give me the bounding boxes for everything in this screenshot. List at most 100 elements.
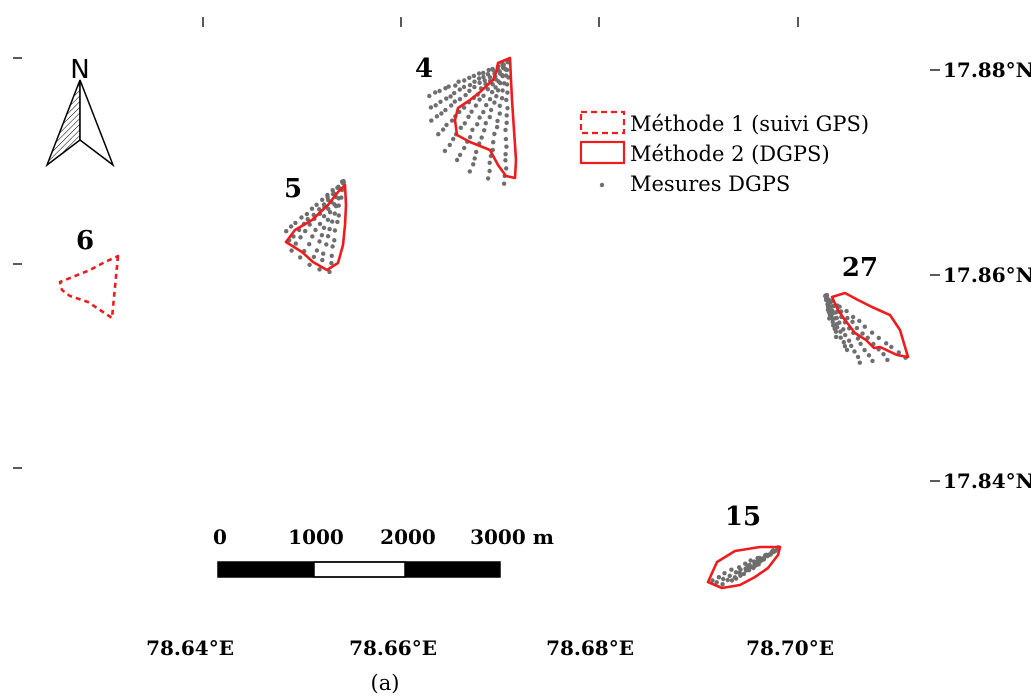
dgps-point — [885, 357, 890, 363]
dgps-point — [504, 166, 509, 171]
legend-symbol-method-1 — [579, 110, 626, 135]
dgps-point — [303, 228, 308, 234]
legend-symbol-method-2 — [579, 140, 626, 165]
parcel-boundaries — [58, 56, 910, 590]
lon-label-7868: 78.68°E — [546, 636, 634, 660]
scale-bar-segment-1 — [218, 562, 314, 577]
dgps-point — [884, 341, 889, 346]
dgps-point — [472, 156, 477, 161]
dgps-point — [482, 78, 487, 83]
dgps-point — [462, 121, 467, 126]
dgps-point — [438, 99, 443, 105]
dgps-point — [471, 162, 476, 167]
dgps-point — [457, 152, 463, 158]
dgps-point — [487, 168, 492, 174]
dgps-point — [449, 103, 454, 108]
dgps-point — [857, 318, 862, 324]
right-ticks — [930, 69, 940, 482]
dgps-point — [321, 214, 327, 219]
dgps-point — [443, 107, 448, 113]
dgps-point — [467, 82, 473, 88]
dgps-point — [487, 97, 493, 102]
dgps-point — [876, 335, 881, 341]
lat-label-1786: 17.86°N — [943, 263, 1031, 287]
dgps-point — [332, 211, 337, 216]
dgps-point — [838, 329, 843, 334]
dgps-point — [489, 89, 495, 95]
dgps-point — [324, 242, 329, 247]
dgps-point — [293, 220, 298, 226]
legend: Méthode 1 (suivi GPS) Méthode 2 (DGPS) M… — [579, 110, 869, 196]
dgps-point — [284, 229, 289, 234]
dgps-point — [443, 86, 448, 91]
dgps-point — [462, 145, 467, 151]
dgps-point — [483, 121, 488, 126]
dgps-point — [448, 94, 453, 99]
dgps-point — [849, 343, 854, 348]
dgps-point — [319, 233, 325, 238]
dgps-point — [456, 79, 461, 84]
dgps-point — [466, 114, 471, 120]
dgps-point — [490, 82, 495, 87]
parcel-label-5: 5 — [284, 174, 302, 204]
lon-label-7864: 78.64°E — [146, 636, 234, 660]
dgps-point — [829, 304, 835, 309]
dgps-point — [462, 78, 467, 83]
dgps-point — [503, 136, 509, 142]
scale-label-0: 0 — [213, 525, 227, 549]
dgps-point — [485, 87, 490, 92]
dgps-point — [428, 105, 434, 110]
dgps-point — [307, 262, 312, 267]
dgps-point — [313, 227, 318, 233]
dgps-point — [858, 341, 863, 346]
figure-caption: (a) — [371, 671, 400, 695]
dgps-point — [304, 211, 310, 217]
dgps-point — [485, 176, 491, 181]
dgps-point — [487, 160, 492, 165]
dgps-point — [320, 197, 325, 202]
dgps-point — [309, 206, 315, 211]
dgps-point — [495, 118, 500, 124]
dgps-point — [449, 118, 455, 123]
dgps-point — [329, 253, 334, 258]
dgps-point — [504, 144, 509, 149]
dgps-point — [862, 324, 867, 329]
dgps-point — [505, 90, 510, 95]
dgps-point — [503, 158, 508, 163]
dgps-point — [454, 157, 460, 163]
scale-bar-segment-2 — [313, 561, 406, 578]
dgps-point — [869, 330, 875, 335]
dgps-point — [838, 335, 843, 340]
dgps-point — [714, 580, 719, 585]
dgps-point — [764, 553, 769, 559]
dgps-point — [467, 88, 472, 94]
dgps-point — [335, 219, 340, 225]
dgps-point — [845, 315, 850, 321]
dgps-point — [325, 217, 331, 222]
dgps-point — [476, 71, 482, 76]
dgps-point — [497, 103, 502, 109]
dgps-point — [336, 203, 341, 208]
legend-label-method-2: Méthode 2 (DGPS) — [630, 142, 830, 166]
dgps-point — [721, 576, 726, 582]
dgps-point — [470, 127, 475, 132]
dgps-point — [481, 74, 486, 80]
dgps-point — [453, 83, 458, 88]
dgps-point — [477, 80, 482, 86]
dgps-point — [504, 97, 509, 103]
dgps-point — [494, 124, 500, 130]
dgps-point — [827, 316, 832, 321]
dgps-point — [841, 327, 846, 332]
dgps-point — [330, 244, 335, 249]
lon-label-7870: 78.70°E — [746, 636, 834, 660]
dgps-point — [327, 269, 332, 275]
scale-label-3000: 3000 m — [470, 525, 554, 549]
dgps-point — [741, 571, 747, 577]
lon-label-7866: 78.66°E — [349, 636, 437, 660]
dgps-point — [321, 251, 326, 256]
dgps-point — [491, 68, 496, 73]
dgps-point — [855, 354, 861, 360]
parcel-4-boundary — [453, 56, 518, 180]
dgps-point — [857, 360, 862, 365]
dgps-point — [831, 323, 836, 328]
